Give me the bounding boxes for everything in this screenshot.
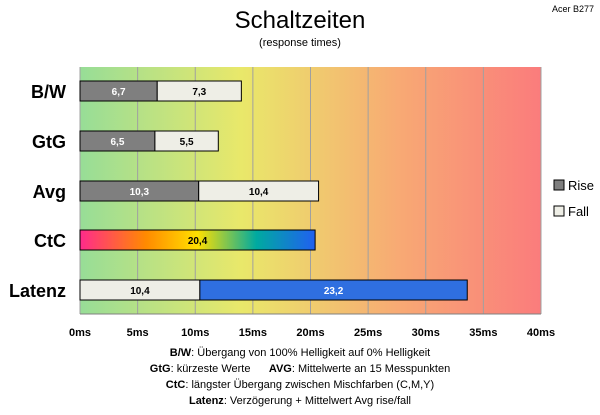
legend-label: Rise (568, 178, 594, 193)
bar-value-label: 20,4 (188, 236, 208, 247)
footnote-latenz: Latenz: Verzögerung + Mittelwert Avg ris… (188, 395, 412, 407)
bar-segment (198, 180, 320, 202)
footnote-ctc: CtC: längster Übergang zwischen Mischfar… (165, 379, 435, 391)
category-label: Latenz (9, 281, 66, 301)
x-tick-label: 0ms (69, 327, 91, 339)
x-tick-label: 5ms (127, 327, 149, 339)
x-tick-label: 20ms (296, 327, 324, 339)
footnote-gtg-avg: GtG: kürzeste Werte AVG: Mittelwerte an … (149, 363, 451, 375)
category-label: B/W (31, 82, 66, 102)
bar-segment (79, 229, 316, 251)
bar-segment (156, 80, 242, 102)
category-label: Avg (33, 182, 66, 202)
x-tick-label: 15ms (239, 327, 267, 339)
x-tick-label: 30ms (412, 327, 440, 339)
legend-label: Fall (568, 204, 589, 219)
x-tick-label: 35ms (469, 327, 497, 339)
chart-subtitle: (response times) (259, 37, 341, 49)
corner-label: Acer B277 (552, 4, 594, 14)
x-tick-label: 25ms (354, 327, 382, 339)
legend-swatch (553, 179, 565, 191)
bar-value-label: 6,5 (111, 137, 125, 148)
bar-value-label: 10,4 (249, 187, 269, 198)
legend-swatch (553, 205, 565, 217)
bar-value-label: 5,5 (180, 137, 194, 148)
bar-value-label: 10,4 (130, 286, 150, 297)
chart-title: Schaltzeiten (235, 7, 366, 34)
category-label: CtC (34, 231, 66, 251)
bar-segment (199, 279, 468, 301)
bar-value-label: 6,7 (112, 87, 126, 98)
x-tick-label: 10ms (181, 327, 209, 339)
category-label: GtG (32, 132, 66, 152)
bar-value-label: 7,3 (192, 87, 206, 98)
x-tick-label: 40ms (527, 327, 555, 339)
footnote-bw: B/W: Übergang von 100% Helligkeit auf 0%… (169, 347, 431, 359)
bar-value-label: 23,2 (324, 286, 344, 297)
bar-value-label: 10,3 (130, 187, 150, 198)
bar-segment (154, 130, 219, 152)
